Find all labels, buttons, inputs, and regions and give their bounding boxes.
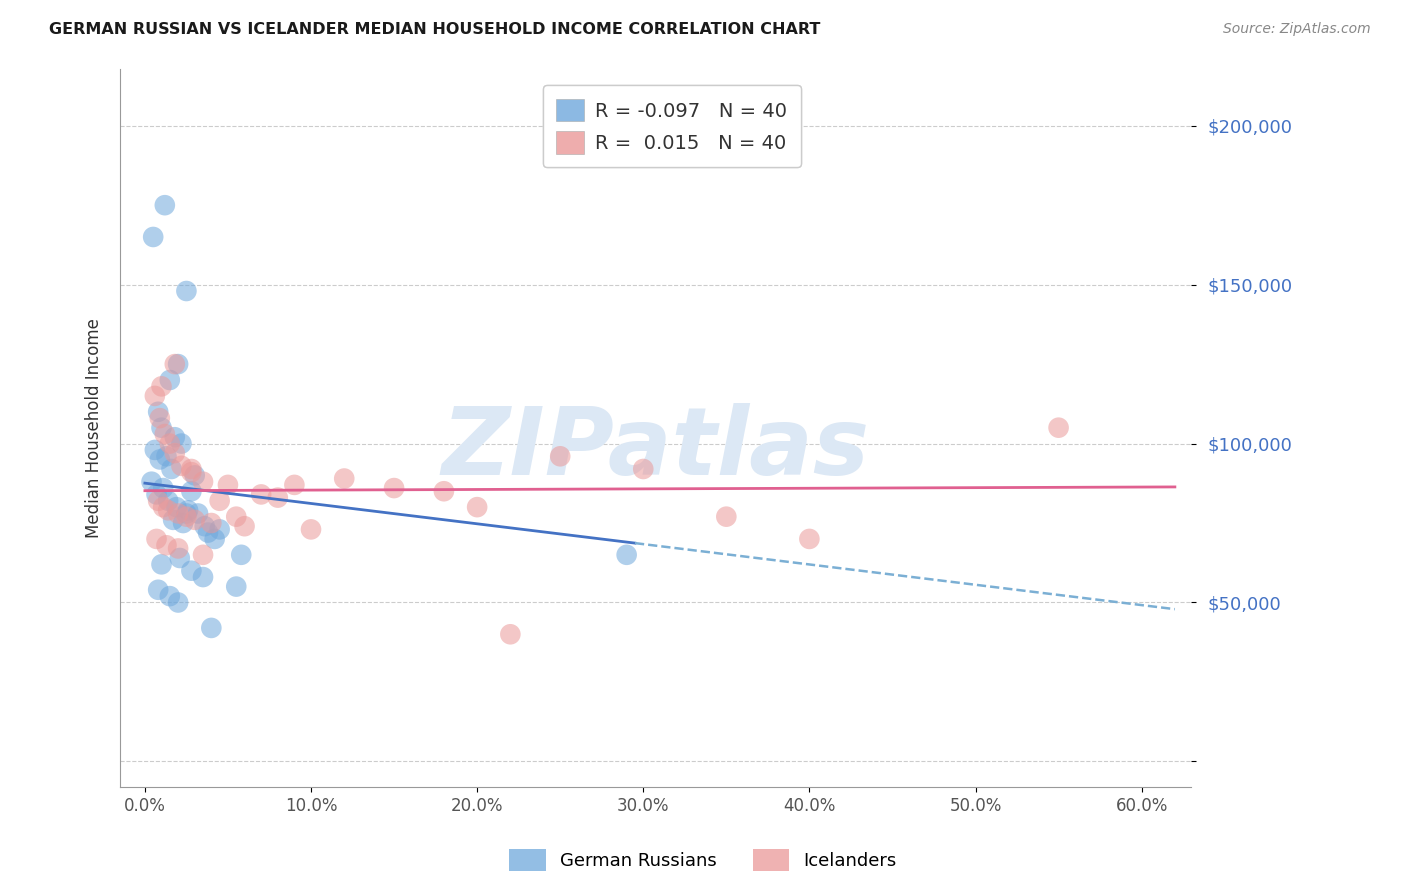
- Point: [299, 522, 322, 536]
- Point: [250, 487, 273, 501]
- Legend: R = -0.097   N = 40, R =  0.015   N = 40: R = -0.097 N = 40, R = 0.015 N = 40: [543, 86, 801, 168]
- Point: [170, 436, 193, 450]
- Point: [176, 509, 198, 524]
- Point: [233, 519, 256, 533]
- Point: [433, 484, 456, 499]
- Point: [177, 503, 200, 517]
- Text: Source: ZipAtlas.com: Source: ZipAtlas.com: [1223, 22, 1371, 37]
- Point: [176, 507, 198, 521]
- Point: [148, 405, 170, 419]
- Point: [208, 493, 231, 508]
- Point: [499, 627, 522, 641]
- Point: [267, 491, 290, 505]
- Point: [200, 621, 222, 635]
- Point: [170, 458, 193, 473]
- Point: [382, 481, 405, 495]
- Point: [172, 516, 194, 530]
- Point: [183, 513, 205, 527]
- Point: [149, 411, 172, 425]
- Point: [191, 548, 214, 562]
- Point: [204, 532, 226, 546]
- Point: [155, 450, 177, 464]
- Point: [148, 582, 170, 597]
- Point: [200, 516, 222, 530]
- Point: [167, 507, 190, 521]
- Point: [163, 446, 186, 460]
- Point: [145, 487, 167, 501]
- Point: [180, 465, 202, 479]
- Point: [150, 420, 173, 434]
- Point: [152, 481, 174, 495]
- Point: [162, 513, 184, 527]
- Point: [465, 500, 488, 515]
- Point: [208, 522, 231, 536]
- Point: [548, 450, 571, 464]
- Point: [191, 570, 214, 584]
- Point: [141, 475, 163, 489]
- Point: [149, 452, 172, 467]
- Point: [157, 503, 180, 517]
- Point: [180, 462, 202, 476]
- Point: [155, 538, 177, 552]
- Point: [180, 564, 202, 578]
- Point: [165, 500, 187, 515]
- Point: [799, 532, 821, 546]
- Point: [148, 493, 170, 508]
- Point: [231, 548, 253, 562]
- Point: [167, 357, 190, 371]
- Point: [616, 548, 638, 562]
- Point: [167, 541, 190, 556]
- Point: [633, 462, 655, 476]
- Point: [143, 389, 166, 403]
- Point: [159, 373, 181, 387]
- Point: [153, 427, 176, 442]
- Legend: German Russians, Icelanders: German Russians, Icelanders: [502, 842, 904, 879]
- Point: [150, 558, 173, 572]
- Point: [1047, 420, 1070, 434]
- Point: [283, 478, 305, 492]
- Point: [176, 284, 198, 298]
- Point: [163, 430, 186, 444]
- Point: [152, 500, 174, 515]
- Point: [159, 589, 181, 603]
- Point: [191, 475, 214, 489]
- Point: [194, 519, 217, 533]
- Point: [142, 230, 165, 244]
- Point: [153, 198, 176, 212]
- Point: [180, 484, 202, 499]
- Point: [225, 509, 247, 524]
- Text: GERMAN RUSSIAN VS ICELANDER MEDIAN HOUSEHOLD INCOME CORRELATION CHART: GERMAN RUSSIAN VS ICELANDER MEDIAN HOUSE…: [49, 22, 821, 37]
- Point: [716, 509, 738, 524]
- Point: [159, 436, 181, 450]
- Point: [143, 442, 166, 457]
- Point: [145, 532, 167, 546]
- Point: [157, 493, 180, 508]
- Point: [183, 468, 205, 483]
- Y-axis label: Median Household Income: Median Household Income: [86, 318, 103, 538]
- Text: ZIPatlas: ZIPatlas: [441, 403, 870, 495]
- Point: [217, 478, 239, 492]
- Point: [187, 507, 209, 521]
- Point: [197, 525, 219, 540]
- Point: [167, 595, 190, 609]
- Point: [333, 471, 356, 485]
- Point: [150, 379, 173, 393]
- Point: [160, 462, 183, 476]
- Point: [169, 551, 191, 566]
- Point: [225, 580, 247, 594]
- Point: [163, 357, 186, 371]
